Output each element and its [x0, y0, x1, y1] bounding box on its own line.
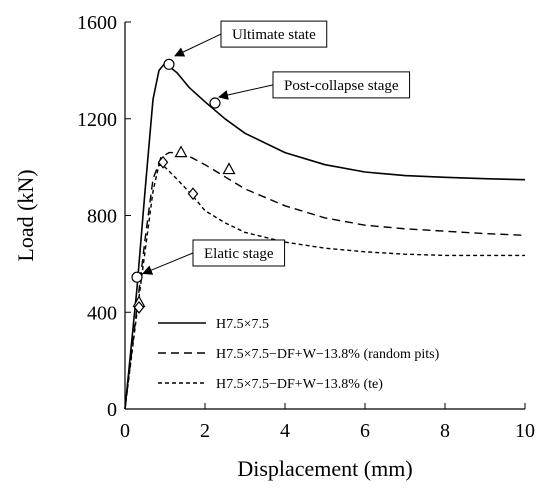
annotation-box [272, 71, 411, 99]
annotation-layer: Ultimate state Post-collapse stage Elatic … [142, 20, 411, 275]
x-tick-label: 6 [360, 420, 370, 442]
annotation-arrow [174, 33, 222, 57]
marker-layer [131, 58, 236, 314]
y-tick-label: 0 [107, 399, 117, 421]
x-tick-label: 8 [440, 420, 450, 442]
annotation-box [192, 239, 286, 267]
diamond-marker [133, 300, 145, 314]
annotation-arrow [218, 84, 274, 100]
circle-marker [131, 271, 143, 283]
circle-marker [209, 97, 221, 109]
y-tick-label: 800 [87, 206, 117, 228]
y-tick-label: 400 [87, 302, 117, 324]
legend-label-1: H7.5×7.5 [216, 317, 269, 332]
annotation-label: Ultimate state [232, 27, 316, 43]
series-line-2 [124, 151, 526, 410]
legend-label-3: H7.5×7.5−DF+W−13.8% (te) [216, 377, 383, 392]
x-tick-label: 4 [280, 420, 290, 442]
diamond-marker [187, 187, 199, 201]
annotation-2: Post-collapse stage [218, 71, 411, 100]
annotation-label: Elatic stage [204, 246, 274, 262]
annotation-label: Post-collapse stage [284, 78, 399, 94]
x-tick-label: 2 [200, 420, 210, 442]
y-tick-label: 1200 [77, 109, 117, 131]
x-tick-label: 10 [515, 420, 535, 442]
annotation-3: Elatic stage [142, 239, 286, 275]
x-tick-label: 0 [120, 420, 130, 442]
series-line-3 [124, 163, 525, 410]
triangle-marker [174, 145, 188, 158]
legend: H7.5×7.5 H7.5×7.5−DF+W−13.8% (random pits… [158, 317, 440, 392]
annotation-arrow [142, 252, 194, 275]
y-axis-title: Load (kN) [13, 169, 38, 261]
diamond-marker [157, 155, 169, 169]
x-axis-title: Displacement (mm) [237, 456, 412, 481]
axes: 0 2 4 6 8 10 0 400 800 1200 1600 [77, 12, 535, 442]
series-line-1 [124, 62, 526, 410]
legend-label-2: H7.5×7.5−DF+W−13.8% (random pits) [216, 347, 440, 362]
series-layer [124, 62, 526, 410]
y-tick-label: 1600 [77, 12, 117, 34]
annotation-1: Ultimate state [174, 20, 328, 57]
circle-marker [163, 58, 175, 70]
triangle-marker [222, 162, 236, 175]
